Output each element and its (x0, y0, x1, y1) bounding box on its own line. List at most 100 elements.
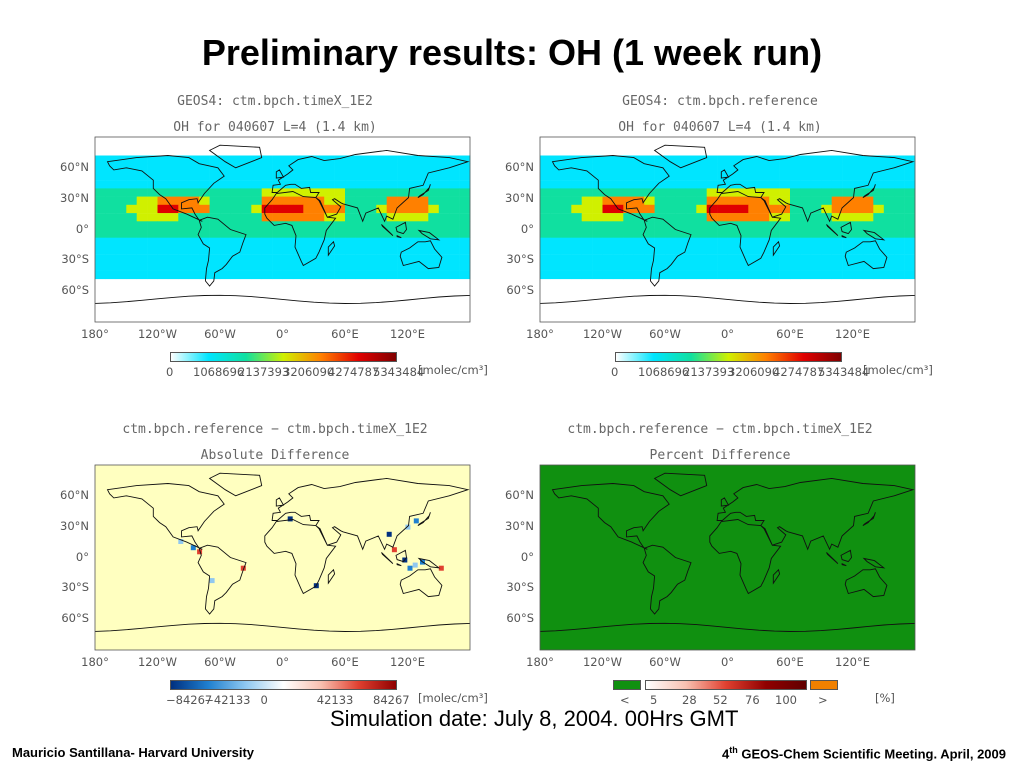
lat-label: 60°S (506, 283, 534, 298)
slide-title: Preliminary results: OH (1 week run) (201, 32, 823, 73)
lon-label: 120°W (137, 327, 178, 341)
lon-label: 0° (275, 327, 290, 341)
lon-label: 60°W (649, 327, 681, 341)
colorbar-unit: [molec/cm³] (418, 691, 488, 705)
lon-label: 120°E (390, 655, 425, 669)
colorbar-tick-label: 2137393 (683, 365, 735, 379)
panel-title-line1: GEOS4: ctm.bpch.timeX_1E2 (177, 94, 373, 109)
colorbar-tick-label: 3206090 (728, 365, 780, 379)
lon-label: 180° (526, 655, 554, 669)
lat-label: 60°N (505, 159, 534, 174)
lon-label: 120°W (582, 327, 623, 341)
colorbar (615, 352, 842, 362)
lon-label: 120°E (390, 327, 425, 341)
panel-title-line2: OH for 040607 L=4 (1.4 km) (173, 120, 377, 135)
colorbar-tick-label: 0 (166, 365, 174, 379)
colorbar-tick-label: 5 (650, 693, 658, 707)
lat-label: 0° (75, 549, 89, 564)
colorbar-tick-label: 84267 (373, 693, 410, 707)
panel-title-line2: Percent Difference (649, 448, 791, 463)
lat-label: 0° (520, 549, 534, 564)
lon-label: 60°E (331, 327, 359, 341)
footer-meeting: 4th GEOS-Chem Scientific Meeting. April,… (722, 745, 1006, 761)
lon-label: 180° (81, 655, 109, 669)
world-map (94, 464, 471, 651)
panel-title-line2: OH for 040607 L=4 (1.4 km) (618, 120, 822, 135)
panel-title-line1: ctm.bpch.reference − ctm.bpch.timeX_1E2 (122, 422, 428, 437)
lat-label: 30°N (60, 190, 89, 205)
lat-label: 60°S (61, 611, 89, 626)
colorbar-tick-label: 52 (713, 693, 728, 707)
simulation-date-caption: Simulation date: July 8, 2004. 00Hrs GMT (330, 706, 739, 731)
colorbar-tick-label: 1068696 (638, 365, 690, 379)
lat-label: 60°S (61, 283, 89, 298)
lat-label: 30°S (506, 580, 534, 595)
colorbar-unit: [%] (875, 691, 895, 705)
colorbar-tick-label: 100 (775, 693, 797, 707)
percent-difference-panel: ctm.bpch.reference − ctm.bpch.timeX_1E2 … (485, 420, 955, 720)
lon-label: 60°W (204, 655, 236, 669)
lon-label: 0° (275, 655, 290, 669)
colorbar (645, 680, 807, 690)
lat-label: 30°S (61, 252, 89, 267)
absolute-difference-panel: ctm.bpch.reference − ctm.bpch.timeX_1E2 … (40, 420, 510, 720)
oh-map-reference-panel: GEOS4: ctm.bpch.reference OH for 040607 … (485, 92, 955, 392)
colorbar-unit: [molec/cm³] (418, 363, 488, 377)
lon-label: 60°W (649, 655, 681, 669)
lat-label: 60°S (506, 611, 534, 626)
colorbar-tick-label: 28 (682, 693, 697, 707)
colorbar-tick-label: −42133 (204, 693, 251, 707)
lon-label: 120°W (582, 655, 623, 669)
colorbar-unit: [molec/cm³] (863, 363, 933, 377)
colorbar-tick-label: < (620, 693, 630, 707)
world-map (539, 136, 916, 323)
lon-label: 120°E (835, 655, 870, 669)
lat-label: 60°N (505, 487, 534, 502)
lon-label: 0° (720, 655, 735, 669)
footer-meeting-number: 4 (722, 746, 730, 762)
lat-label: 30°S (506, 252, 534, 267)
colorbar-tick-label: 4274787 (328, 365, 380, 379)
colorbar-tick-label: > (818, 693, 828, 707)
colorbar-tick-label: 42133 (316, 693, 354, 707)
panel-title-line1: ctm.bpch.reference − ctm.bpch.timeX_1E2 (567, 422, 873, 437)
lon-label: 60°E (776, 655, 804, 669)
colorbar-tick-label: 0 (611, 365, 619, 379)
world-map (94, 136, 471, 323)
world-map (539, 464, 916, 651)
lat-label: 30°S (61, 580, 89, 595)
panel-title-line2: Absolute Difference (200, 448, 350, 463)
lon-label: 180° (81, 327, 109, 341)
colorbar-tick-label: 1068696 (193, 365, 245, 379)
colorbar-tick-label: 5343484 (373, 365, 425, 379)
lon-label: 60°W (204, 327, 236, 341)
lat-label: 0° (520, 221, 534, 236)
footer-author: Mauricio Santillana- Harvard University (12, 745, 255, 760)
footer-meeting-suffix: th (729, 745, 738, 755)
colorbar-tick-label: 0 (260, 693, 268, 707)
lon-label: 180° (526, 327, 554, 341)
colorbar-tick-label: 2137393 (238, 365, 290, 379)
lat-label: 0° (75, 221, 89, 236)
lat-label: 30°N (60, 518, 89, 533)
colorbar-tick-label: 3206090 (283, 365, 335, 379)
colorbar-tick-label: 4274787 (773, 365, 825, 379)
lat-label: 60°N (60, 487, 89, 502)
colorbar-tick-label: 76 (745, 693, 760, 707)
colorbar-tick-label: 5343484 (818, 365, 870, 379)
panel-title-line1: GEOS4: ctm.bpch.reference (622, 94, 818, 109)
lon-label: 0° (720, 327, 735, 341)
colorbar (170, 352, 397, 362)
lon-label: 120°E (835, 327, 870, 341)
lon-label: 60°E (331, 655, 359, 669)
lat-label: 30°N (505, 518, 534, 533)
lat-label: 60°N (60, 159, 89, 174)
lat-label: 30°N (505, 190, 534, 205)
lon-label: 60°E (776, 327, 804, 341)
colorbar-tick-label: −84267 (166, 693, 213, 707)
lon-label: 120°W (137, 655, 178, 669)
oh-map-timex-panel: GEOS4: ctm.bpch.timeX_1E2 OH for 040607 … (40, 92, 510, 392)
colorbar-under-box (613, 680, 641, 690)
colorbar-over-box (810, 680, 838, 690)
colorbar (170, 680, 397, 690)
